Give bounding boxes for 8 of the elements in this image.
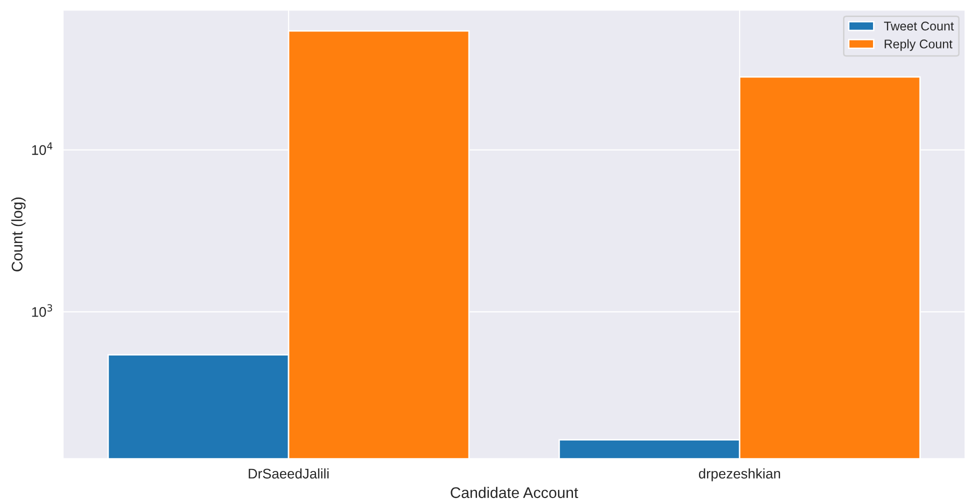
legend-label: Reply Count [884,39,952,51]
x-axis-title: Candidate Account [450,486,578,498]
y-tick-label: 10$^{3}$ [32,304,52,317]
x-tick-label: drpezeshkian [698,468,780,482]
y-axis-title: Count (log) [11,198,26,272]
legend-label: Tweet Count [884,22,954,31]
y-tick-label: 10$^{4}$ [32,142,52,155]
x-tick-label: DrSaeedJalili [248,468,329,479]
